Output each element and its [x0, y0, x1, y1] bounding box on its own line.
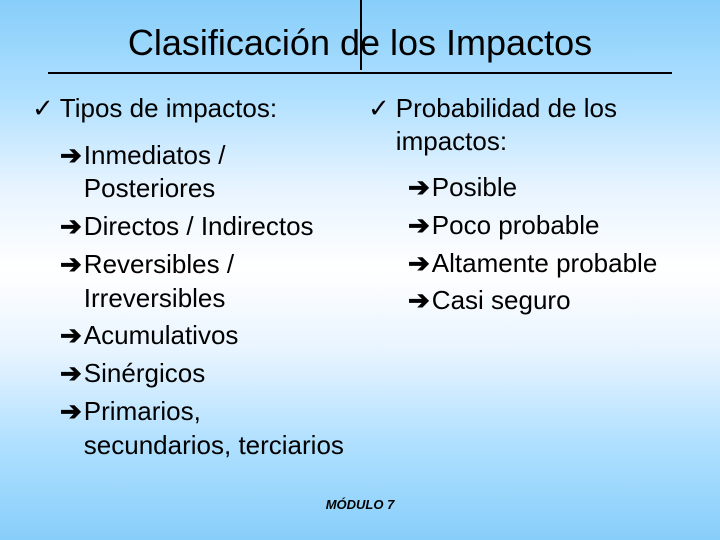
left-heading-text: Tipos de impactos:	[60, 92, 277, 125]
item-text: Poco probable	[432, 209, 600, 243]
left-column: ✓ Tipos de impactos: ➔ Inmediatos / Post…	[32, 92, 360, 467]
right-heading-text: Probabilidad de los impactos:	[396, 92, 688, 157]
list-item: ➔ Acumulativos	[60, 319, 352, 353]
item-text: Primarios, secundarios, terciarios	[84, 395, 352, 463]
item-text: Acumulativos	[84, 319, 239, 353]
content-columns: ✓ Tipos de impactos: ➔ Inmediatos / Post…	[24, 92, 696, 467]
arrow-icon: ➔	[60, 248, 82, 282]
list-item: ➔ Posible	[408, 171, 688, 205]
arrow-icon: ➔	[60, 319, 82, 353]
item-text: Sinérgicos	[84, 357, 205, 391]
column-divider	[360, 0, 362, 70]
footer-module: MÓDULO 7	[0, 497, 720, 512]
arrow-icon: ➔	[60, 395, 82, 429]
list-item: ➔ Primarios, secundarios, terciarios	[60, 395, 352, 463]
item-text: Reversibles / Irreversibles	[84, 248, 352, 316]
list-item: ➔ Reversibles / Irreversibles	[60, 248, 352, 316]
right-heading: ✓ Probabilidad de los impactos:	[368, 92, 688, 157]
check-icon: ✓	[32, 92, 54, 125]
list-item: ➔ Casi seguro	[408, 284, 688, 318]
arrow-icon: ➔	[408, 209, 430, 243]
arrow-icon: ➔	[408, 171, 430, 205]
item-text: Inmediatos / Posteriores	[84, 139, 352, 207]
slide: Clasificación de los Impactos ✓ Tipos de…	[0, 0, 720, 540]
arrow-icon: ➔	[60, 139, 82, 173]
arrow-icon: ➔	[60, 210, 82, 244]
arrow-icon: ➔	[60, 357, 82, 391]
left-heading: ✓ Tipos de impactos:	[32, 92, 352, 125]
list-item: ➔ Poco probable	[408, 209, 688, 243]
list-item: ➔ Sinérgicos	[60, 357, 352, 391]
arrow-icon: ➔	[408, 284, 430, 318]
item-text: Altamente probable	[432, 247, 657, 281]
item-text: Posible	[432, 171, 517, 205]
item-text: Casi seguro	[432, 284, 571, 318]
right-column: ✓ Probabilidad de los impactos: ➔ Posibl…	[360, 92, 688, 467]
list-item: ➔ Altamente probable	[408, 247, 688, 281]
right-items: ➔ Posible ➔ Poco probable ➔ Altamente pr…	[368, 171, 688, 318]
left-items: ➔ Inmediatos / Posteriores ➔ Directos / …	[32, 139, 352, 463]
list-item: ➔ Directos / Indirectos	[60, 210, 352, 244]
item-text: Directos / Indirectos	[84, 210, 314, 244]
list-item: ➔ Inmediatos / Posteriores	[60, 139, 352, 207]
arrow-icon: ➔	[408, 247, 430, 281]
check-icon: ✓	[368, 92, 390, 125]
